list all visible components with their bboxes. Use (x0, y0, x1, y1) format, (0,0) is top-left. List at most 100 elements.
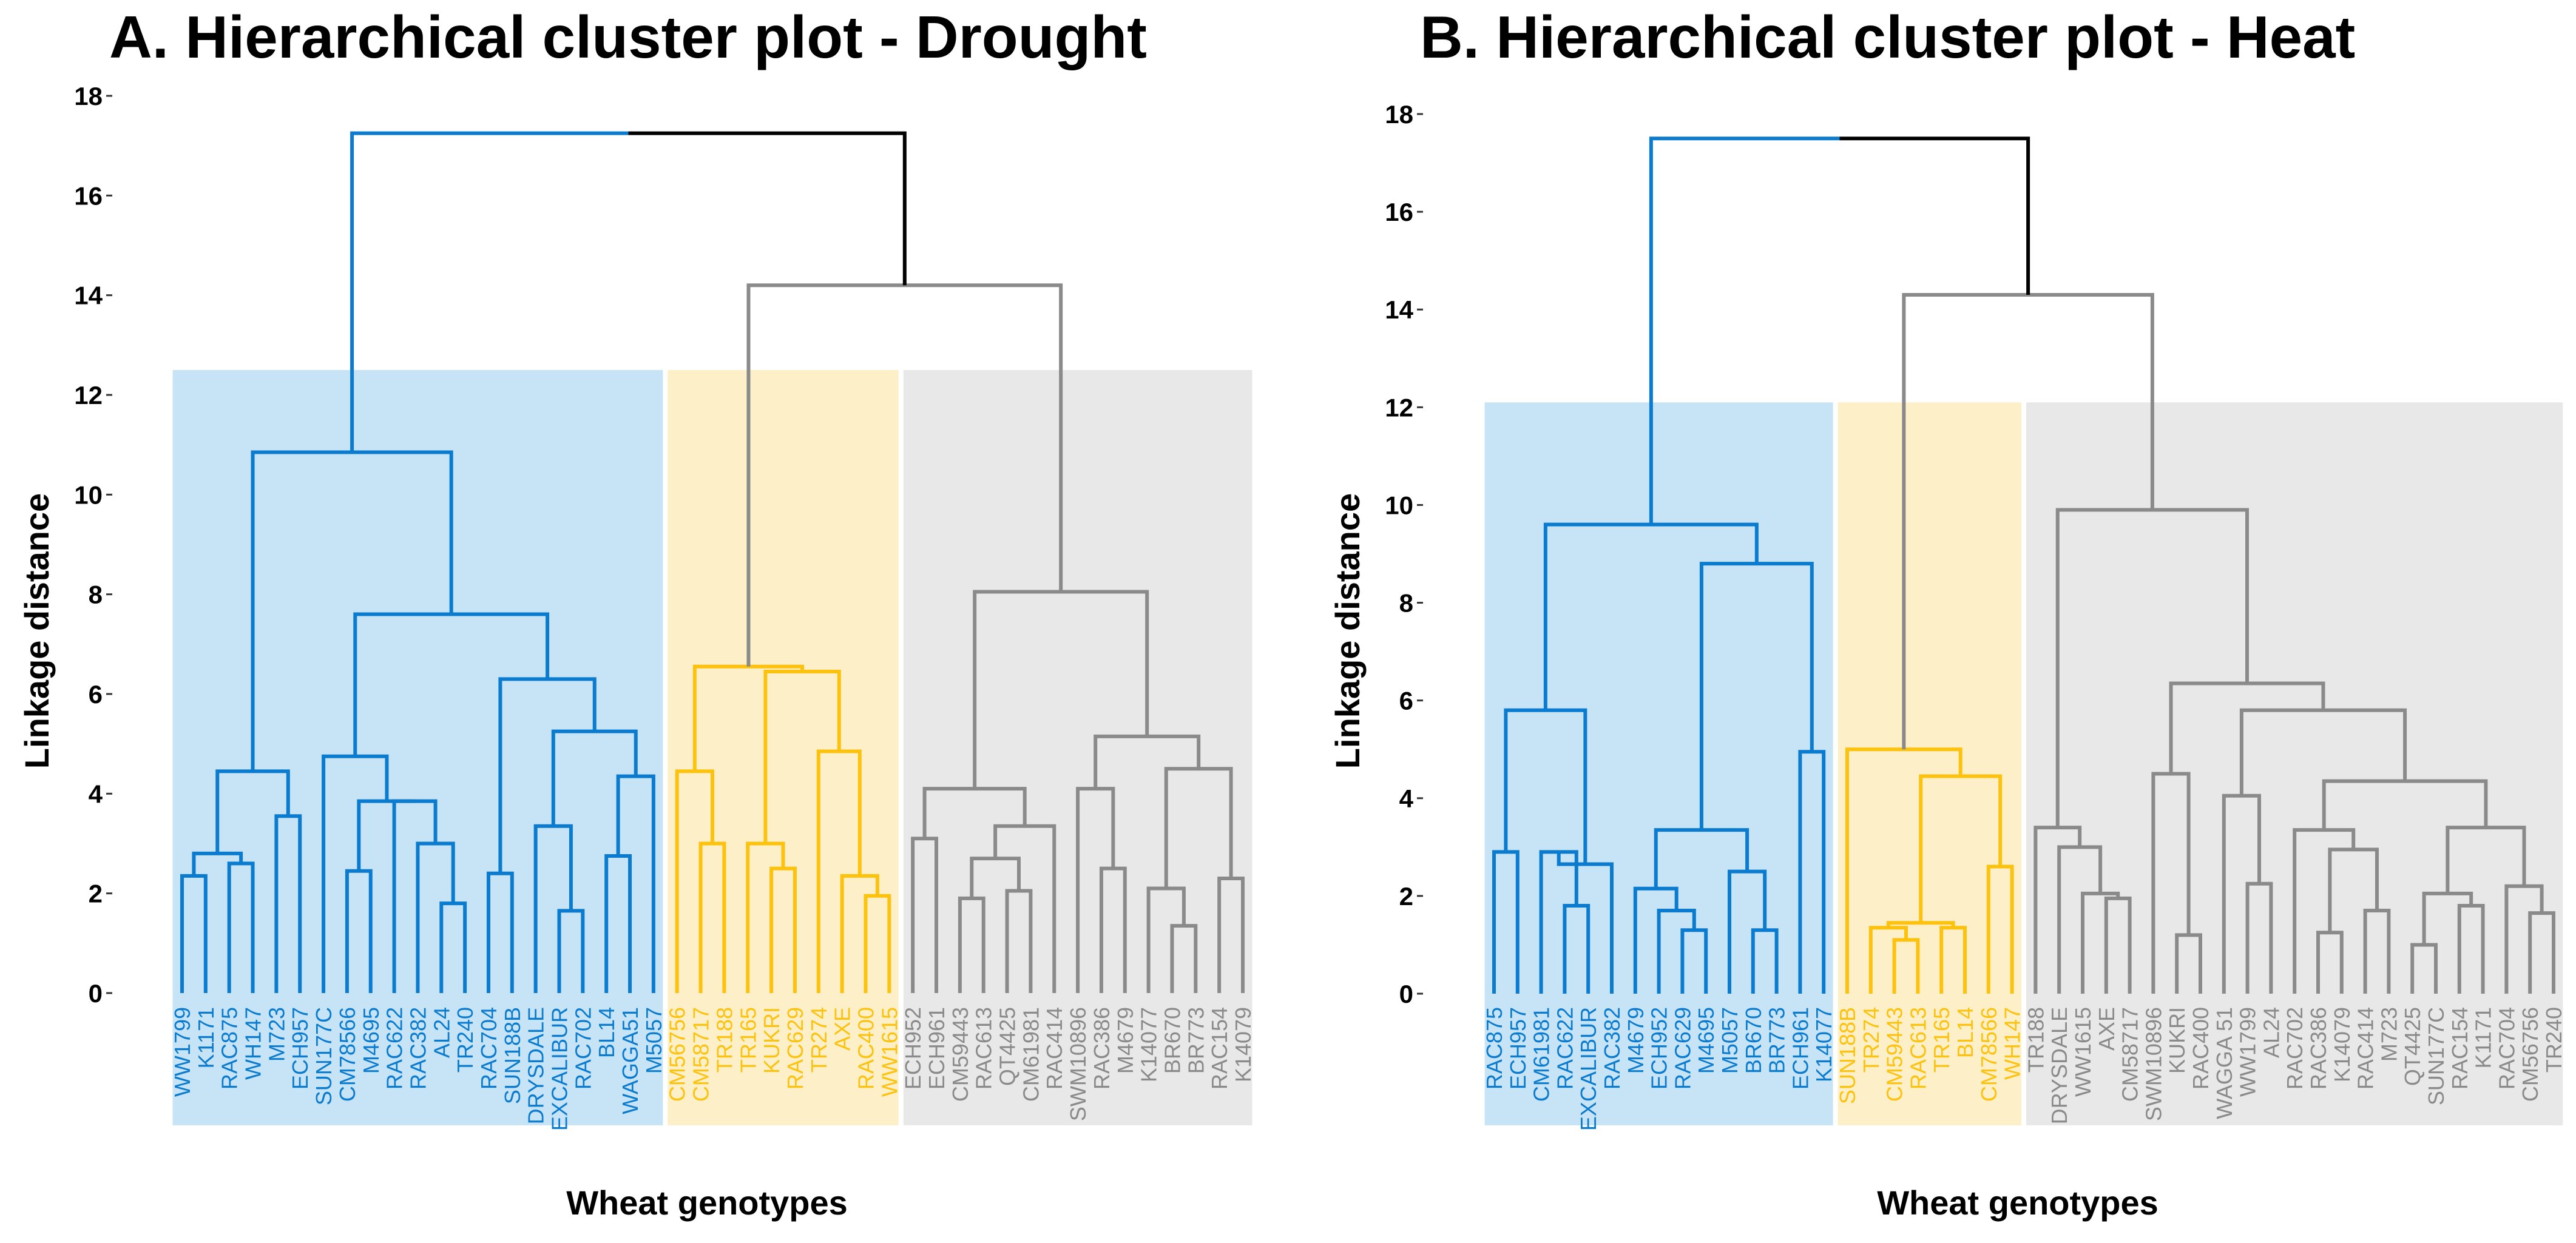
link-h22 (2104, 896, 2132, 994)
link-h14 (1543, 522, 1759, 710)
dendrogram-links (180, 131, 1245, 993)
leaf-label: RAC400 (2188, 1007, 2213, 1090)
leaf-label: ECH961 (924, 1007, 949, 1090)
leaf-label: RAC154 (2447, 1007, 2472, 1090)
y-tick-label: 12 (74, 381, 103, 409)
panel-drought: A. Hierarchical cluster plot - Drought L… (18, 4, 1256, 1222)
link-d4 (274, 814, 302, 993)
leaf-label: AL24 (2259, 1007, 2284, 1058)
leaf-label: SUN188B (1835, 1007, 1860, 1104)
link-h5 (1504, 708, 1587, 864)
leaf-label: SUN177C (2424, 1007, 2449, 1105)
leaf-label: CM58717 (689, 1007, 714, 1102)
link-d29 (692, 664, 805, 772)
y-tick-label: 12 (1385, 393, 1413, 422)
link-h7 (1657, 909, 1696, 994)
leaf-label: M4679 (1113, 1007, 1138, 1074)
leaf-label: TR165 (1929, 1007, 1954, 1073)
y-tick-label: 4 (89, 780, 103, 808)
link-h41 (2239, 708, 2407, 796)
y-axis-title: Linkage distance (18, 493, 56, 769)
link-h45-left (1649, 136, 1840, 525)
link-d17 (551, 729, 638, 826)
leaf-label: AXE (2094, 1007, 2119, 1051)
leaf-label: M723 (2376, 1007, 2401, 1062)
leaf-label: CM58717 (2118, 1007, 2143, 1102)
leaf-label: CM56756 (665, 1007, 690, 1102)
link-d9 (392, 799, 438, 993)
leaf-label: WAGGA 51 (2212, 1007, 2237, 1119)
dendrogram-links (1492, 136, 2555, 994)
leaf-label: CM61981 (1529, 1007, 1554, 1102)
leaf-label: CM78566 (335, 1007, 360, 1102)
leaf-label: ECH957 (288, 1007, 313, 1090)
link-d20 (251, 450, 453, 772)
leaf-label: CM59443 (948, 1007, 973, 1102)
leaf-label: K1171 (194, 1007, 218, 1068)
link-d35 (922, 787, 1027, 839)
link-d11 (322, 754, 389, 993)
y-tick-label: 18 (74, 82, 103, 110)
leaf-labels: WW1799K1171RAC875WH147M723ECH957SUN177CC… (170, 1007, 1256, 1131)
link-h31 (2363, 909, 2391, 994)
leaf-label: M5057 (1717, 1007, 1742, 1074)
y-tick-label: 16 (1385, 198, 1413, 226)
leaf-label: M4679 (1623, 1007, 1648, 1074)
link-d40 (1217, 877, 1245, 993)
leaf-label: SUN188B (500, 1007, 525, 1104)
y-tick-label: 6 (1399, 687, 1413, 715)
leaf-label: KUKRI (2165, 1007, 2189, 1074)
leaf-label: ECH952 (901, 1007, 925, 1090)
link-d1 (180, 874, 208, 993)
y-tick-label: 0 (1399, 980, 1413, 1008)
leaf-label: EXCALIBUR (1576, 1007, 1601, 1131)
leaf-label: K1171 (2471, 1007, 2496, 1068)
link-h6 (1680, 928, 1708, 994)
leaf-label: WAGGA51 (618, 1007, 643, 1114)
leaf-label: RAC382 (1600, 1007, 1624, 1090)
leaf-label: BR670 (1741, 1007, 1766, 1074)
link-d22 (675, 769, 714, 993)
leaf-label: RAC702 (2282, 1007, 2307, 1090)
y-axis: 0 2 4 6 8 10 12 14 16 18 (74, 82, 112, 1008)
cluster-box-gray (903, 369, 1253, 1125)
link-h38 (2504, 884, 2544, 994)
leaf-label: RAC386 (2306, 1007, 2331, 1090)
cluster-box-yellow (1837, 402, 2021, 1125)
link-d26 (840, 874, 879, 993)
leaf-label: KUKRI (759, 1007, 784, 1074)
link-d32 (1005, 889, 1033, 993)
y-tick-label: 10 (1385, 491, 1413, 519)
link-h15 (1892, 938, 1920, 994)
leaf-label: K14079 (1231, 1007, 1256, 1082)
leaf-label: CM61981 (1018, 1007, 1043, 1102)
leaf-label: RAC875 (217, 1007, 242, 1090)
link-h20 (1919, 774, 2003, 923)
leaf-label: RAC704 (2494, 1007, 2519, 1090)
leaf-label: CM78566 (1976, 1007, 2001, 1102)
leaf-label: K14079 (2330, 1007, 2355, 1082)
x-axis-title: Wheat genotypes (1877, 1184, 2158, 1222)
leaf-label: RAC414 (2353, 1007, 2378, 1090)
leaf-label: ECH957 (1506, 1007, 1530, 1090)
y-tick-label: 14 (1385, 295, 1413, 324)
leaf-label: BL14 (1953, 1007, 1978, 1058)
leaf-label: K14077 (1137, 1007, 1161, 1082)
y-tick-label: 8 (1399, 589, 1413, 618)
leaf-label: EXCALIBUR (547, 1007, 572, 1131)
leaf-label: TR188 (712, 1007, 737, 1073)
link-d2 (227, 861, 255, 993)
link-d45-right (628, 131, 907, 286)
leaf-label: WH147 (2000, 1007, 2025, 1080)
link-h11 (1654, 828, 1749, 889)
y-tick-label: 8 (89, 581, 103, 609)
cluster-box-gray (2026, 402, 2563, 1125)
leaf-label: WW1615 (877, 1007, 902, 1097)
link-h45-right (1839, 136, 2030, 295)
leaf-label: K14077 (1811, 1007, 1836, 1082)
leaf-label: RAC613 (972, 1007, 996, 1090)
link-h19 (1986, 864, 2014, 994)
panel-title: B. Hierarchical cluster plot - Heat (1420, 4, 2355, 70)
y-tick-label: 16 (74, 181, 103, 210)
link-h1 (1492, 850, 1520, 994)
